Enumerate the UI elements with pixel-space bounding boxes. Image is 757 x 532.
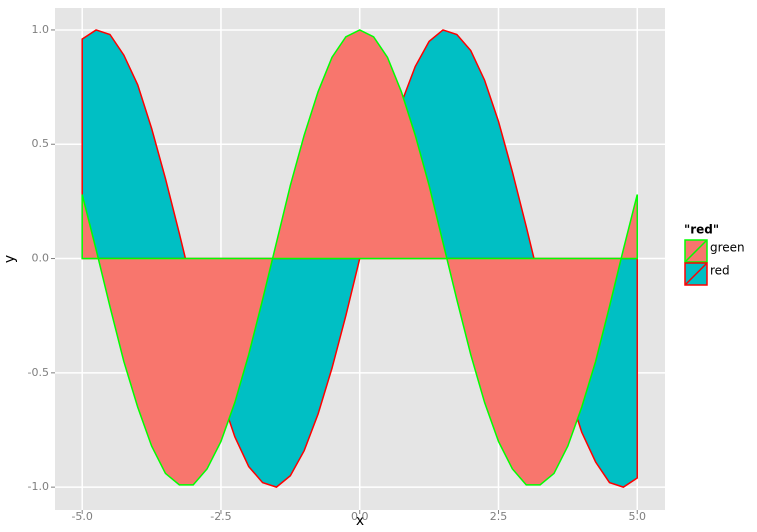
y-tick-label: 0.0 [32,252,50,265]
y-axis-label: y [2,255,18,263]
legend-label: green [710,241,745,255]
x-tick-label: -2.5 [210,510,231,523]
legend-title: "red" [684,223,719,237]
x-axis-label: x [356,513,364,529]
x-tick-label: 5.0 [628,510,646,523]
y-tick-label: 0.5 [32,137,50,150]
area [81,29,638,486]
legend-key-line [685,263,707,285]
legend-key-line [685,240,707,262]
x-tick-label: 2.5 [490,510,508,523]
y-tick-label: -1.0 [28,480,49,493]
y-tick-label: 1.0 [32,23,50,36]
x-tick-label: -5.0 [71,510,92,523]
y-tick-label: -0.5 [28,366,49,379]
legend-label: red [710,264,730,278]
x-tick-label: 0.0 [351,510,369,523]
